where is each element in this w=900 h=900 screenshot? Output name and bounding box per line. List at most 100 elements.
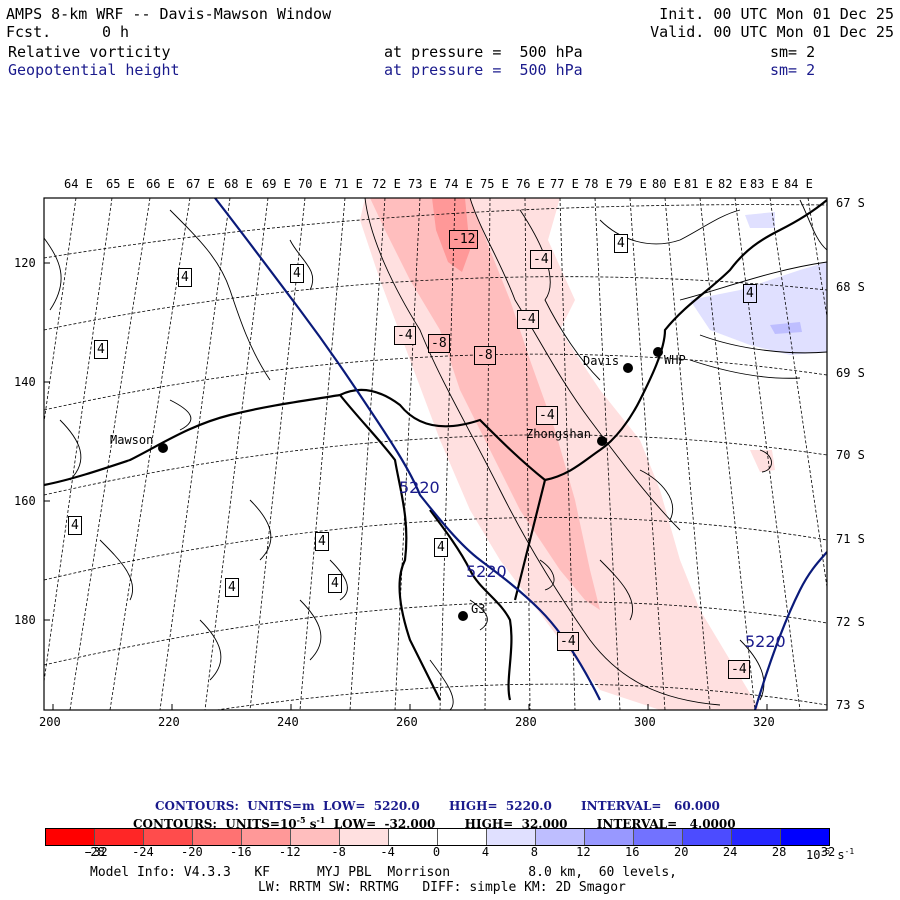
vorticity-label: 4 (315, 532, 329, 551)
station-label-mawson: Mawson (110, 433, 154, 447)
lon-label: 84 E (784, 177, 813, 191)
contours-vort-units: CONTOURS: UNITS=10 (133, 817, 297, 831)
vorticity-label: 4 (290, 264, 304, 283)
lon-label: 65 E (106, 177, 135, 191)
vorticity-contours (44, 198, 827, 710)
whp-marker (653, 347, 663, 357)
colorbar-segment (487, 829, 536, 845)
valid-time: Valid. 00 UTC Mon 01 Dec 25 (650, 23, 894, 41)
contours-vorticity-info: CONTOURS: UNITS=10-5 s-1 LOW= -32.000 HI… (133, 812, 736, 832)
colorbar-tick-label: 8 (530, 845, 538, 859)
colorbar-unit-exp: -5 (820, 847, 831, 856)
colorbar-tick-label: 0 (432, 845, 441, 859)
lon-label: 70 E (298, 177, 327, 191)
contours-vort-exp2: -1 (316, 815, 326, 825)
lon-label: 75 E (480, 177, 509, 191)
x-tick-label: 320 (753, 715, 775, 729)
colorbar-tick-label: 24 (722, 845, 738, 859)
x-tick-label: 260 (396, 715, 418, 729)
colorbar (45, 828, 830, 846)
field-1-level: at pressure = 500 hPa (384, 43, 583, 61)
lat-label: 73 S (836, 698, 865, 712)
lon-label: 77 E (550, 177, 579, 191)
colorbar-ticks: -28 -24 -20 -16 -12 -8 -4 0 4 8 12 16 20 24 28 32 -32 (0, 846, 900, 862)
lon-label: 73 E (408, 177, 437, 191)
colorbar-segment (242, 829, 291, 845)
colorbar-tick-label: -32 (85, 845, 108, 859)
colorbar-segment (46, 829, 95, 845)
vorticity-label: -4 (394, 326, 416, 345)
colorbar-segment (536, 829, 585, 845)
vorticity-label: -8 (474, 346, 496, 365)
colorbar-unit: 10-5 s-1 (806, 845, 854, 862)
lat-label: 67 S (836, 196, 865, 210)
lon-label: 72 E (372, 177, 401, 191)
coastline (44, 199, 827, 701)
vorticity-label: 4 (68, 516, 82, 535)
station-label-davis: Davis (583, 354, 620, 368)
lon-label: 76 E (516, 177, 545, 191)
y-tick-label: 120 (14, 256, 36, 270)
colorbar-tick-label: -16 (229, 845, 252, 859)
station-label-whp: WHP (664, 353, 686, 367)
lon-label: 80 E (652, 177, 681, 191)
colorbar-tick-label: 20 (673, 845, 689, 859)
contours-height-info: CONTOURS: UNITS=m LOW= 5220.0 HIGH= 5220… (155, 799, 720, 813)
colorbar-tick-label: -24 (132, 845, 154, 859)
forecast-value: 0 h (102, 23, 130, 41)
mawson-marker (158, 443, 168, 453)
colorbar-tick-label: 28 (771, 845, 787, 859)
vorticity-label: -4 (557, 632, 579, 651)
map-title: AMPS 8-km WRF -- Davis-Mawson Window (6, 5, 332, 23)
model-info-line2: LW: RRTM SW: RRTMG DIFF: simple KM: 2D S… (258, 880, 626, 895)
lon-label: 64 E (64, 177, 93, 191)
y-tick-label: 160 (14, 494, 36, 508)
colorbar-segment (144, 829, 193, 845)
vorticity-label: -4 (530, 250, 552, 269)
colorbar-tick-label: -4 (380, 845, 395, 859)
colorbar-tick-label: 16 (625, 845, 640, 859)
vorticity-shade-positive-top (745, 212, 775, 228)
colorbar-tick-label: -20 (181, 845, 203, 859)
colorbar-segment (634, 829, 683, 845)
contours-vort-rest: s (305, 817, 317, 831)
lon-label: 83 E (750, 177, 779, 191)
vorticity-shade-mid (370, 198, 600, 610)
colorbar-segment (389, 829, 438, 845)
map-frame (43, 197, 828, 711)
vorticity-label: 4 (328, 574, 342, 593)
lon-label: 74 E (444, 177, 473, 191)
field-2-level: at pressure = 500 hPa (384, 61, 583, 79)
vorticity-label: -4 (728, 660, 750, 679)
x-tick-label: 280 (515, 715, 537, 729)
colorbar-tick-label: -12 (278, 845, 301, 859)
lon-label: 79 E (618, 177, 647, 191)
station-markers (158, 347, 663, 621)
contours-vort-exp: -5 (296, 815, 306, 825)
forecast-label: Fcst. (6, 23, 52, 41)
colorbar-unit-base: 10 (806, 848, 821, 862)
lon-label: 68 E (224, 177, 253, 191)
colorbar-tick-label: 4 (481, 845, 490, 859)
y-tick-label: 180 (14, 613, 36, 627)
height-label: 5220 (745, 632, 786, 651)
lat-label: 68 S (836, 280, 865, 294)
colorbar-segment (438, 829, 487, 845)
colorbar-unit-exp2: -1 (844, 847, 855, 856)
vorticity-label: 4 (225, 578, 239, 597)
colorbar-tick-label: -28 (83, 845, 105, 859)
vorticity-label: 4 (743, 284, 757, 303)
colorbar-tick-label: 12 (576, 845, 591, 859)
vorticity-label: -4 (536, 406, 558, 425)
zhongshan-marker (597, 436, 607, 446)
colorbar-segment (291, 829, 340, 845)
colorbar-segment (95, 829, 144, 845)
vorticity-shade-positive-strong (770, 322, 802, 334)
lat-label: 72 S (836, 615, 865, 629)
model-info-line1: Model Info: V4.3.3 KF MYJ PBL Morrison 8… (90, 865, 677, 880)
colorbar-segment (683, 829, 732, 845)
x-tick-label: 220 (158, 715, 180, 729)
lon-label: 78 E (584, 177, 613, 191)
lon-label: 71 E (334, 177, 363, 191)
